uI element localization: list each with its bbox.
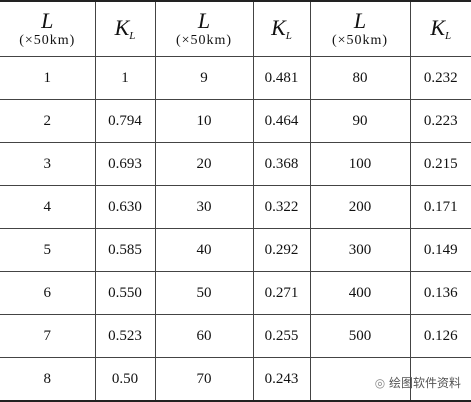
table-cell: 0.464: [252, 99, 311, 143]
table-row: 5 0.585 40 0.292 300 0.149: [0, 228, 471, 272]
table-cell: 70: [154, 357, 254, 402]
table-cell: 0.271: [252, 271, 311, 315]
table-cell: 200: [309, 185, 411, 229]
table-cell: 0.255: [252, 314, 311, 358]
header-unit: (×50km): [331, 33, 389, 49]
table-cell: 40: [154, 228, 254, 272]
table-cell: 2: [0, 99, 96, 143]
table-cell: 0.136: [409, 271, 471, 315]
table-cell: 50: [154, 271, 254, 315]
table-cell: 0.292: [252, 228, 311, 272]
table-cell: 0.126: [409, 314, 471, 358]
table-cell: 90: [309, 99, 411, 143]
table-cell: 500: [309, 314, 411, 358]
table-cell: 100: [309, 142, 411, 186]
table-cell: 0.243: [252, 357, 311, 402]
header-symbol: L: [353, 8, 367, 34]
table-cell: 4: [0, 185, 96, 229]
header-cell: L (×50km): [154, 0, 254, 57]
table-cell: 0.149: [409, 228, 471, 272]
table-cell: 0.322: [252, 185, 311, 229]
table-cell: 0.368: [252, 142, 311, 186]
table-cell: 80: [309, 56, 411, 100]
header-subscript: L: [285, 29, 292, 42]
header-unit: (×50km): [175, 33, 233, 49]
header-symbol: L: [41, 8, 54, 34]
table-cell: 1: [0, 56, 96, 100]
table-cell: 0.50: [94, 357, 156, 402]
header-cell: KL: [252, 0, 311, 57]
table-row: 4 0.630 30 0.322 200 0.171: [0, 185, 471, 229]
table-cell: 0.585: [94, 228, 156, 272]
table-cell: 8: [0, 357, 96, 402]
table-cell: 0.523: [94, 314, 156, 358]
table-cell: 0.630: [94, 185, 156, 229]
header-subscript: L: [445, 29, 452, 42]
header-symbol: K: [430, 14, 446, 40]
table-cell: 3: [0, 142, 96, 186]
table-body: 1 1 9 0.481 80 0.232 2 0.794 10 0.464 90 0.223 3 0.69…: [0, 56, 471, 402]
header-symbol: K: [271, 14, 286, 40]
table-cell: 7: [0, 314, 96, 358]
table-cell: 60: [154, 314, 254, 358]
table-cell: 9: [154, 56, 254, 100]
watermark: 绘图软件资料: [375, 374, 461, 391]
table-cell: 30: [154, 185, 254, 229]
table-cell: 20: [154, 142, 254, 186]
header-cell: L (×50km): [0, 0, 96, 57]
table-cell: 400: [309, 271, 411, 315]
table-cell: 0.215: [409, 142, 471, 186]
header-subscript: L: [129, 29, 136, 42]
table-cell: 0.171: [409, 185, 471, 229]
table-cell: 0.223: [409, 99, 471, 143]
table-row: 1 1 9 0.481 80 0.232: [0, 56, 471, 100]
table-row: 2 0.794 10 0.464 90 0.223: [0, 99, 471, 143]
table-cell: 300: [309, 228, 411, 272]
header-symbol: K: [114, 14, 130, 40]
table-cell: 0.693: [94, 142, 156, 186]
table-row: 6 0.550 50 0.271 400 0.136: [0, 271, 471, 315]
table-cell: 10: [154, 99, 254, 143]
table-cell: 0.794: [94, 99, 156, 143]
table-cell: 5: [0, 228, 96, 272]
table-cell: 1: [94, 56, 156, 100]
header-cell: L (×50km): [309, 0, 411, 57]
table-row: 3 0.693 20 0.368 100 0.215: [0, 142, 471, 186]
table-row: 7 0.523 60 0.255 500 0.126: [0, 314, 471, 358]
header-symbol: L: [197, 8, 211, 34]
table-cell: 0.232: [409, 56, 471, 100]
table-cell: 0.481: [252, 56, 311, 100]
header-cell: KL: [94, 0, 156, 57]
table-cell: 0.550: [94, 271, 156, 315]
header-unit: (×50km): [19, 33, 76, 49]
header-cell: KL: [409, 0, 471, 57]
header-row: L (×50km) KL L (×50km) KL L (×50km) KL: [0, 0, 471, 57]
table-cell: 6: [0, 271, 96, 315]
